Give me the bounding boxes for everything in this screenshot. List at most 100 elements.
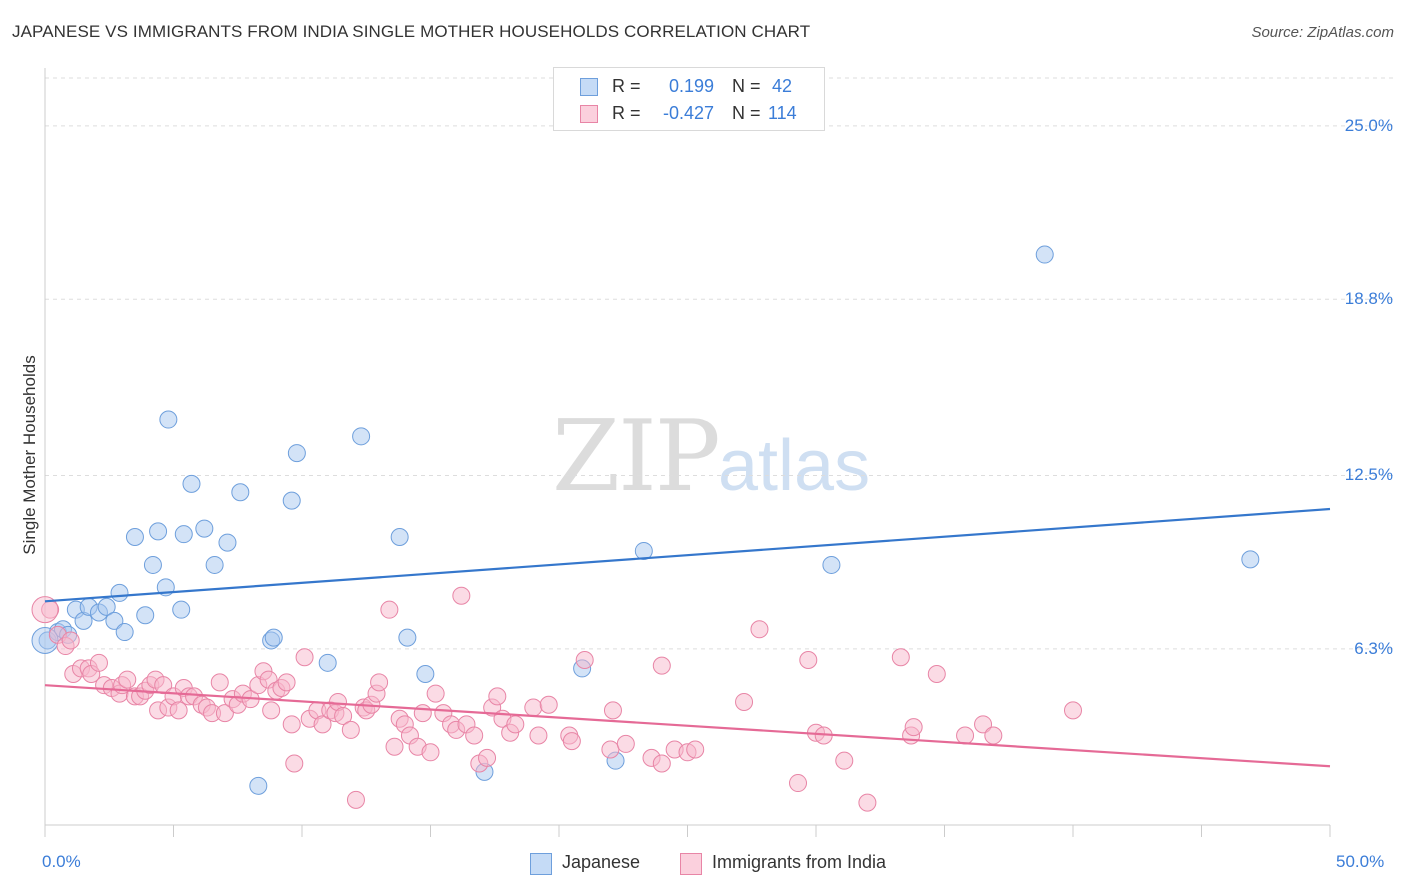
point-india	[118, 670, 137, 689]
point-india	[506, 715, 525, 734]
legend-row-india: R = -0.427 N = 114	[554, 101, 824, 127]
point-india	[927, 665, 946, 683]
point-india	[452, 586, 471, 605]
point-japanese	[182, 474, 201, 493]
point-india	[735, 692, 754, 711]
point-japanese	[143, 555, 162, 574]
point-india	[313, 715, 332, 734]
legend-r-value-japanese: 0.199	[668, 76, 714, 96]
point-india	[603, 701, 622, 720]
watermark-zip: ZIP	[552, 400, 721, 514]
point-india	[370, 673, 389, 692]
point-japanese	[172, 600, 191, 619]
point-japanese	[634, 541, 653, 560]
legend-n-label: N =	[732, 103, 761, 123]
point-india	[341, 720, 360, 739]
point-india	[789, 774, 808, 793]
x-tick-min: 0.0%	[42, 852, 81, 871]
point-india	[277, 673, 296, 692]
point-japanese	[159, 410, 178, 429]
legend-r-label: R =	[612, 103, 641, 123]
point-india	[562, 732, 581, 751]
point-india	[1064, 701, 1082, 720]
point-india	[282, 715, 301, 734]
legend-r-value-india: -0.427	[662, 103, 714, 123]
point-india	[285, 754, 304, 773]
point-japanese	[110, 583, 129, 602]
point-india	[974, 715, 993, 734]
legend-swatch-japanese	[580, 78, 598, 96]
point-india	[89, 653, 108, 672]
point-japanese	[352, 427, 371, 446]
point-india	[478, 748, 497, 767]
point-japanese	[287, 444, 306, 463]
point-japanese	[822, 555, 841, 574]
legend-n-value-india: 114	[768, 103, 797, 123]
point-japanese	[1035, 245, 1054, 264]
point-india	[385, 737, 404, 756]
bottom-legend-label-india: Immigrants from India	[712, 852, 887, 872]
point-india	[984, 726, 1003, 745]
trendline-japanese	[44, 507, 1331, 603]
bottom-swatch-japanese	[530, 853, 552, 875]
point-japanese	[149, 522, 168, 541]
y-axis-label: Single Mother Households	[20, 355, 39, 555]
point-india	[575, 651, 594, 670]
point-india	[169, 701, 188, 720]
point-india	[750, 620, 769, 639]
correlation-legend: R = 0.199 N = 42 R = -0.427 N = 114	[553, 67, 825, 131]
chart-title: JAPANESE VS IMMIGRANTS FROM INDIA SINGLE…	[12, 22, 811, 41]
point-japanese	[195, 519, 214, 538]
bottom-legend-label-japanese: Japanese	[562, 852, 641, 872]
point-japanese	[174, 525, 193, 544]
point-india-large	[31, 596, 59, 624]
point-japanese	[97, 597, 116, 616]
point-japanese	[125, 527, 144, 546]
point-india	[334, 706, 353, 725]
point-india	[529, 726, 548, 745]
point-japanese	[105, 611, 124, 630]
point-japanese	[390, 527, 409, 546]
point-india	[346, 790, 365, 809]
point-japanese	[416, 665, 435, 683]
point-japanese	[249, 776, 268, 795]
point-japanese	[231, 483, 250, 502]
y-tick-label: 6.3%	[1354, 638, 1393, 658]
legend-swatch-india	[580, 105, 598, 123]
gridlines	[45, 77, 1395, 650]
point-japanese	[115, 623, 134, 642]
bottom-swatch-india	[680, 853, 702, 875]
y-tick-label: 25.0%	[1344, 115, 1393, 135]
x-tick-max: 50.0%	[1336, 852, 1385, 871]
point-india	[380, 600, 399, 619]
point-india	[421, 743, 440, 762]
point-india	[616, 734, 635, 753]
point-japanese	[398, 628, 417, 647]
point-india	[652, 656, 671, 675]
y-tick-label: 18.8%	[1344, 289, 1393, 309]
point-india	[956, 726, 975, 745]
point-india	[210, 673, 229, 692]
point-japanese	[1241, 550, 1260, 569]
legend-row-japanese: R = 0.199 N = 42	[554, 74, 824, 100]
point-india	[835, 751, 854, 770]
point-japanese	[218, 533, 237, 552]
point-india	[652, 754, 671, 773]
point-japanese	[318, 653, 337, 672]
point-india	[215, 704, 234, 723]
series-india-points	[31, 586, 1082, 812]
point-india	[601, 740, 620, 759]
point-japanese	[205, 555, 224, 574]
point-india	[904, 718, 923, 737]
source-label: Source: ZipAtlas.com	[1251, 24, 1394, 41]
point-india	[686, 740, 705, 759]
point-india	[262, 701, 281, 720]
point-india	[891, 648, 910, 667]
point-india	[465, 726, 484, 745]
point-india	[426, 684, 445, 703]
point-japanese	[136, 606, 155, 625]
legend-n-label: N =	[732, 76, 761, 96]
axes	[44, 68, 1331, 837]
legend-r-label: R =	[612, 76, 641, 96]
